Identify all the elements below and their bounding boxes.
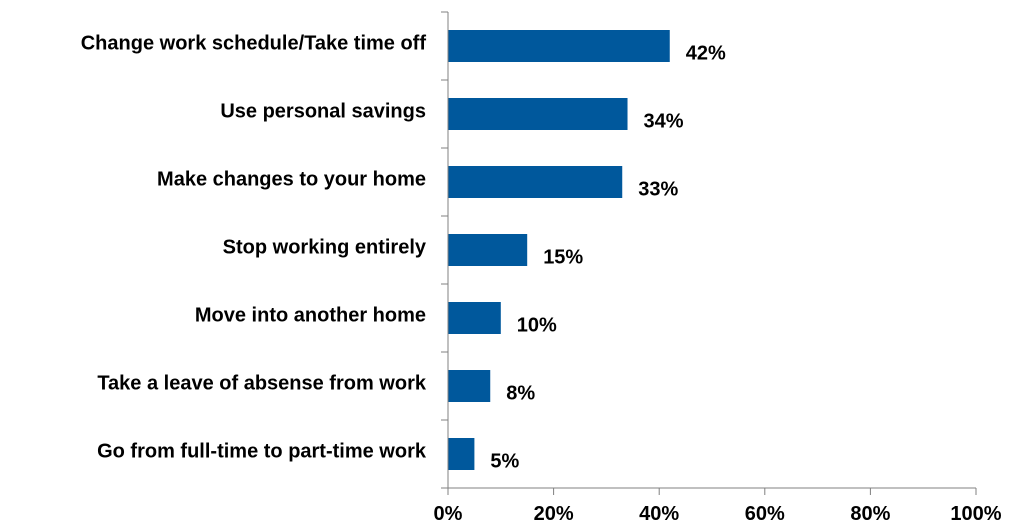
category-label: Stop working entirely [223, 236, 427, 258]
data-label: 42% [686, 42, 726, 64]
x-tick-label: 0% [434, 503, 463, 525]
x-tick-label: 20% [534, 503, 574, 525]
bar [448, 234, 528, 266]
bars-group [448, 30, 670, 470]
data-label: 33% [638, 178, 678, 200]
bar [448, 438, 475, 470]
bar [448, 370, 491, 402]
category-label: Use personal savings [220, 100, 426, 122]
data-label: 10% [517, 314, 557, 336]
category-label: Make changes to your home [157, 168, 426, 190]
x-tick-label: 60% [745, 503, 785, 525]
x-tick-label: 100% [950, 503, 1001, 525]
bar [448, 30, 670, 62]
axes-group [441, 11, 976, 489]
x-tick-label: 40% [639, 503, 679, 525]
bar [448, 98, 628, 130]
data-label: 5% [490, 450, 519, 472]
category-label: Move into another home [195, 304, 426, 326]
x-tick-label: 80% [850, 503, 890, 525]
bar [448, 166, 623, 198]
data-label: 34% [644, 110, 684, 132]
value-labels-group: 42% 34% 33% 15% 10% 8% 5% [490, 42, 726, 472]
bar [448, 302, 501, 334]
category-labels-group: Change work schedule/Take time off Use pe… [81, 32, 427, 462]
category-label: Take a leave of absense from work [97, 372, 427, 394]
x-ticks-group: 0% 20% 40% 60% 80% 100% [434, 488, 1002, 525]
category-label: Change work schedule/Take time off [81, 32, 427, 54]
category-label: Go from full-time to part-time work [97, 440, 427, 462]
data-label: 15% [543, 246, 583, 268]
data-label: 8% [506, 382, 535, 404]
